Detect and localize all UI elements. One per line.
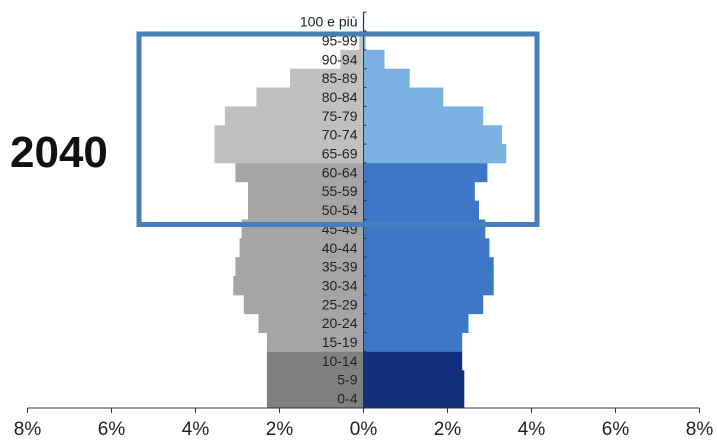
x-tick-label: 0% <box>350 419 378 440</box>
bar-left-0-4 <box>266 389 364 409</box>
bar-left-10-14 <box>266 351 364 371</box>
x-tick-label: 8% <box>686 419 714 440</box>
x-tick-label: 6% <box>602 419 630 440</box>
age-label-15-19: 15-19 <box>322 334 358 350</box>
bar-left-80-84 <box>256 87 364 107</box>
bar-left-75-79 <box>224 106 364 126</box>
bar-right-20-24 <box>363 313 469 333</box>
bar-right-90-94 <box>363 49 385 70</box>
bar-right-50-54 <box>363 200 479 220</box>
bar-left-30-34 <box>233 276 364 296</box>
bar-right-85-89 <box>363 68 410 88</box>
age-label-20-24: 20-24 <box>322 315 358 331</box>
age-label-75-79: 75-79 <box>322 108 358 124</box>
bar-right-55-59 <box>363 181 475 202</box>
age-label-0-4: 0-4 <box>337 391 357 407</box>
year-label: 2040 <box>10 128 108 177</box>
age-label-35-39: 35-39 <box>322 259 358 275</box>
bar-right-70-74 <box>363 125 503 145</box>
x-tick-label: 2% <box>266 419 294 440</box>
age-label-60-64: 60-64 <box>322 164 358 180</box>
bar-left-65-69 <box>214 144 364 164</box>
x-tick-labels-group: 8% 6% 4% 2% 0% 2% 4% 6% 8% <box>14 419 714 440</box>
bar-right-35-39 <box>363 257 494 277</box>
bar-right-5-9 <box>363 370 465 390</box>
bar-left-25-29 <box>243 294 364 315</box>
bar-left-55-59 <box>248 181 364 202</box>
highlight-overlay-group <box>136 31 540 227</box>
x-tick-label: 2% <box>434 419 462 440</box>
bar-right-25-29 <box>363 294 484 315</box>
bar-right-80-84 <box>363 87 444 107</box>
bar-left-15-19 <box>266 332 364 352</box>
x-tick-label: 6% <box>98 419 126 440</box>
bar-right-15-19 <box>363 332 463 352</box>
age-label-70-74: 70-74 <box>322 127 358 143</box>
age-label-55-59: 55-59 <box>322 183 358 199</box>
bar-left-5-9 <box>266 370 364 390</box>
bar-right-30-34 <box>363 276 494 296</box>
age-label-30-34: 30-34 <box>322 277 358 293</box>
bar-left-35-39 <box>235 257 364 277</box>
highlight-box <box>136 31 540 227</box>
bar-left-90-94 <box>340 49 364 70</box>
age-label-80-84: 80-84 <box>322 89 358 105</box>
bar-right-40-44 <box>363 238 490 258</box>
bar-right-60-64 <box>363 162 488 183</box>
bar-right-10-14 <box>363 351 463 371</box>
bar-left-70-74 <box>214 125 364 145</box>
bar-left-95-99 <box>359 31 364 51</box>
bars-group <box>214 12 507 409</box>
x-tick-label: 4% <box>182 419 210 440</box>
bar-left-40-44 <box>239 238 364 258</box>
age-label-85-89: 85-89 <box>322 70 358 86</box>
bar-left-50-54 <box>248 200 364 220</box>
age-label-100-e-più: 100 e più <box>300 14 358 30</box>
bar-right-95-99 <box>363 31 366 51</box>
bar-left-20-24 <box>258 313 364 333</box>
age-label-25-29: 25-29 <box>322 296 358 312</box>
age-label-90-94: 90-94 <box>322 51 358 67</box>
bar-left-85-89 <box>290 68 364 88</box>
bar-left-60-64 <box>235 162 364 183</box>
axes-group <box>27 11 700 413</box>
bar-right-75-79 <box>363 106 484 126</box>
bar-right-0-4 <box>363 389 465 409</box>
x-tick-label: 4% <box>518 419 546 440</box>
age-label-65-69: 65-69 <box>322 146 358 162</box>
x-tick-label: 8% <box>14 419 42 440</box>
age-label-50-54: 50-54 <box>322 202 358 218</box>
age-label-5-9: 5-9 <box>337 372 357 388</box>
age-label-40-44: 40-44 <box>322 240 358 256</box>
bar-right-65-69 <box>363 144 507 164</box>
age-label-10-14: 10-14 <box>322 353 358 369</box>
